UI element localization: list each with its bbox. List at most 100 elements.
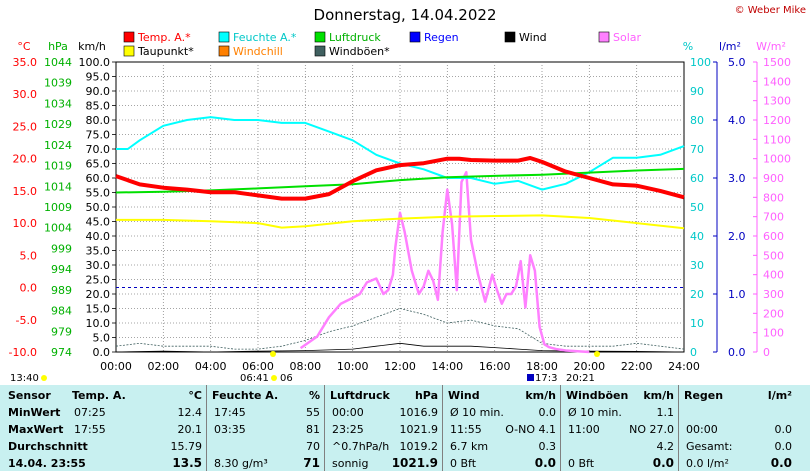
axis-tick-label: 30	[690, 259, 704, 272]
cell-sub: 00:00	[332, 406, 364, 419]
series-line	[299, 170, 590, 354]
axis-tick-label: 100	[690, 56, 711, 69]
cell-value: 1016.9	[399, 406, 439, 419]
axis-tick-label: -10.0	[9, 346, 37, 359]
axis-tick-label: 0.0	[20, 282, 38, 295]
axis-tick-label: 600	[763, 230, 784, 243]
cell-value: 55	[306, 406, 320, 419]
axis-tick-label: 1100	[763, 133, 791, 146]
column-header: Windböen	[566, 389, 629, 402]
x-tick-label: 08:00	[289, 360, 321, 373]
axis-tick-label: 1009	[44, 201, 72, 214]
axis-tick-label: 20.0	[13, 153, 38, 166]
sunset-time: 20:21	[566, 373, 595, 384]
axis-tick-label: 5.0	[728, 56, 746, 69]
legend-swatch	[314, 45, 326, 57]
column-header: Regen	[684, 389, 724, 402]
row-label: MaxWert	[8, 423, 64, 436]
axis-tick-label: 75.0	[86, 129, 111, 142]
cell-sub: Gesamt:	[686, 440, 733, 453]
axis-tick-label: 35.0	[13, 56, 38, 69]
axis-tick-label: 5.0	[93, 332, 111, 345]
axis-tick-label: 80	[690, 114, 704, 127]
axis-tick-label: 1400	[763, 75, 791, 88]
cell-value: 71	[303, 456, 320, 470]
cell-sub: sonnig	[332, 457, 369, 470]
row-label: 14.04. 23:55	[8, 457, 86, 470]
axis-tick-label: 15.0	[13, 185, 38, 198]
column-header: Temp. A.	[72, 389, 126, 402]
cell-value: O-NO 4.1	[505, 423, 556, 436]
cell-sub: 11:00	[568, 423, 600, 436]
axis-tick-label: 60.0	[86, 172, 111, 185]
axis-tick-label: 700	[763, 211, 784, 224]
axis-tick-label: 989	[51, 284, 72, 297]
cell-value: 12.4	[177, 406, 203, 419]
cell-value: 70	[306, 440, 320, 453]
axis-tick-label: 25.0	[86, 274, 111, 287]
axis-tick-label: 984	[51, 305, 72, 318]
axis-tick-label: 20.0	[86, 288, 111, 301]
axis-tick-label: 20	[690, 288, 704, 301]
row-label: Durchschnitt	[8, 440, 88, 453]
axis-tick-label: 50	[690, 201, 704, 214]
legend-label: Wind	[519, 31, 547, 44]
axis-tick-label: 800	[763, 191, 784, 204]
column-unit: km/h	[643, 389, 674, 402]
moon-rise-time: 17:3	[535, 373, 557, 384]
column-separator	[206, 385, 207, 471]
sunrise-axis-marker	[270, 351, 276, 357]
sunrise-extra: 06	[280, 373, 293, 384]
cell-value: 0.3	[538, 440, 557, 453]
x-tick-label: 00:00	[100, 360, 132, 373]
sunrise-time: 06:41	[240, 373, 269, 384]
axis-tick-label: 1300	[763, 95, 791, 108]
legend-label: Windchill	[233, 45, 283, 58]
cell-value: 0.0	[770, 456, 792, 470]
axis-tick-label: 0	[690, 346, 697, 359]
x-tick-label: 22:00	[621, 360, 653, 373]
moon-rise-icon	[527, 374, 534, 381]
axis-tick-label: 40	[690, 230, 704, 243]
axis-tick-label: 50.0	[86, 201, 111, 214]
cell-sub: 00:00	[686, 423, 718, 436]
cell-sub: 0 Bft	[450, 457, 477, 470]
axis-tick-label: 3.0	[728, 172, 746, 185]
column-header: Feuchte A.	[212, 389, 279, 402]
axis-tick-label: 1029	[44, 118, 72, 131]
x-tick-label: 06:00	[242, 360, 274, 373]
column-unit: °C	[188, 389, 202, 402]
axis-tick-label: 100	[763, 327, 784, 340]
x-tick-label: 20:00	[573, 360, 605, 373]
axis-tick-label: 15.0	[86, 303, 111, 316]
axis-tick-label: 10	[690, 317, 704, 330]
cell-sub: 11:55	[450, 423, 482, 436]
axis-tick-label: 1044	[44, 56, 72, 69]
cell-sub: 8.30 g/m³	[214, 457, 268, 470]
x-tick-label: 10:00	[337, 360, 369, 373]
legend-swatch	[409, 31, 421, 43]
series-line	[115, 156, 685, 201]
cell-sub: 0.0 l/m²	[686, 457, 729, 470]
row-label: MinWert	[8, 406, 61, 419]
axis-tick-label: 30.0	[86, 259, 111, 272]
cell-sub: 17:55	[74, 423, 106, 436]
axis-tick-label: 95.0	[86, 71, 111, 84]
column-separator	[560, 385, 561, 471]
cell-value: 1021.9	[391, 456, 438, 470]
x-tick-label: 04:00	[195, 360, 227, 373]
axis-tick-label: 35.0	[86, 245, 111, 258]
axis-unit-label: hPa	[48, 40, 68, 53]
cell-value: 0.0	[538, 406, 557, 419]
axis-tick-label: 25.0	[13, 120, 38, 133]
legend-swatch	[314, 31, 326, 43]
sunset-axis-marker	[594, 351, 600, 357]
x-tick-label: 16:00	[479, 360, 511, 373]
x-tick-label: 14:00	[431, 360, 463, 373]
axis-tick-label: 90.0	[86, 85, 111, 98]
axis-unit-label: %	[683, 40, 693, 53]
axis-tick-label: 100.0	[79, 56, 111, 69]
axis-tick-label: -5.0	[16, 314, 37, 327]
axis-tick-label: 1039	[44, 77, 72, 90]
axis-tick-label: 30.0	[13, 88, 38, 101]
